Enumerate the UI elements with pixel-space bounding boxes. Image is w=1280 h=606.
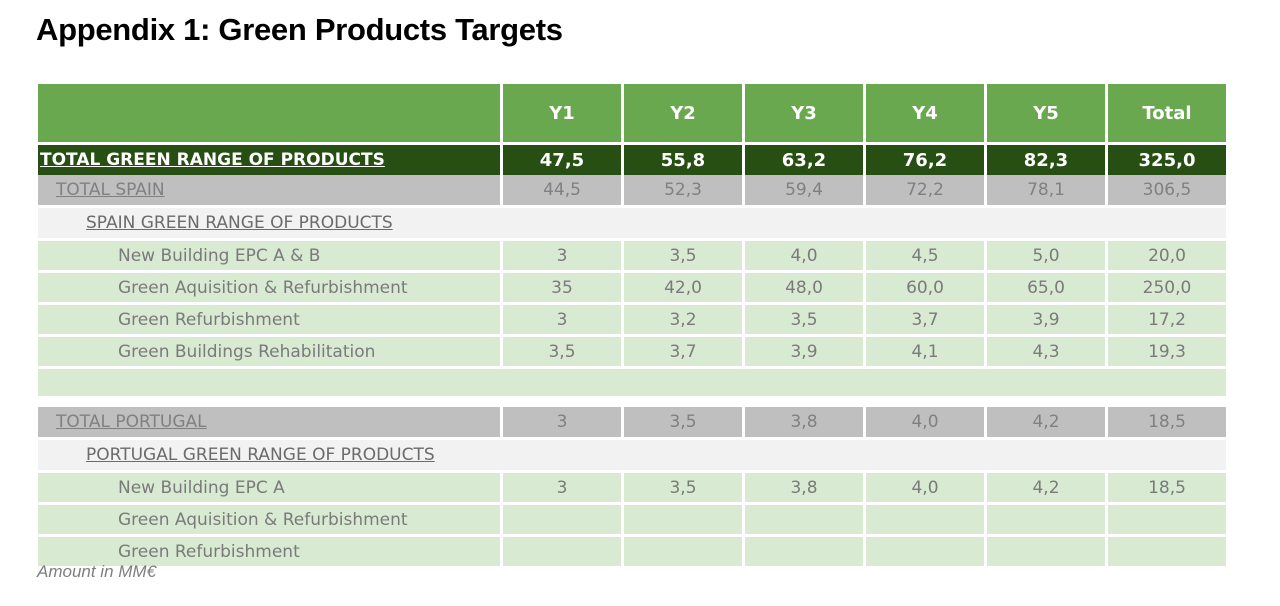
table-cell: 4,1	[866, 337, 984, 369]
spacer-cell	[38, 369, 1226, 399]
table-cell: 48,0	[745, 273, 863, 305]
table-row: Green Aquisition & Refurbishment	[38, 505, 1226, 537]
table-cell: 3,8	[745, 473, 863, 505]
gap-cell	[38, 399, 1226, 407]
table-cell	[503, 505, 621, 537]
table-cell: 42,0	[624, 273, 742, 305]
column-header-y2: Y2	[624, 84, 742, 145]
table-cell	[1108, 537, 1226, 569]
gap-row	[38, 399, 1226, 407]
table-cell: 19,3	[1108, 337, 1226, 369]
table-cell: 3	[503, 473, 621, 505]
table-cell	[866, 537, 984, 569]
grand-total-y1: 47,5	[503, 145, 621, 175]
portugal-total-y1: 3	[503, 407, 621, 440]
table-cell	[1108, 505, 1226, 537]
table-cell: 3,5	[624, 241, 742, 273]
grand-total-y3: 63,2	[745, 145, 863, 175]
grand-total-row: TOTAL GREEN RANGE OF PRODUCTS 47,5 55,8 …	[38, 145, 1226, 175]
row-label: Green Buildings Rehabilitation	[38, 337, 500, 369]
table-row: Green Buildings Rehabilitation 3,5 3,7 3…	[38, 337, 1226, 369]
row-label: Green Aquisition & Refurbishment	[38, 505, 500, 537]
table-cell: 4,2	[987, 473, 1105, 505]
column-header-y3: Y3	[745, 84, 863, 145]
spain-total-y3: 59,4	[745, 175, 863, 208]
portugal-section-label: PORTUGAL GREEN RANGE OF PRODUCTS	[38, 440, 1226, 473]
table-cell: 3,9	[745, 337, 863, 369]
table-cell	[624, 537, 742, 569]
header-row: Y1 Y2 Y3 Y4 Y5 Total	[38, 84, 1226, 145]
portugal-total-row: TOTAL PORTUGAL 3 3,5 3,8 4,0 4,2 18,5	[38, 407, 1226, 440]
table-cell: 3,5	[624, 473, 742, 505]
spain-total-row: TOTAL SPAIN 44,5 52,3 59,4 72,2 78,1 306…	[38, 175, 1226, 208]
targets-table: Y1 Y2 Y3 Y4 Y5 Total TOTAL GREEN RANGE O…	[35, 84, 1229, 569]
table-cell: 3,5	[503, 337, 621, 369]
grand-total-y5: 82,3	[987, 145, 1105, 175]
table-cell: 3,7	[624, 337, 742, 369]
portugal-total-y3: 3,8	[745, 407, 863, 440]
column-header-y1: Y1	[503, 84, 621, 145]
table-row: New Building EPC A 3 3,5 3,8 4,0 4,2 18,…	[38, 473, 1226, 505]
spain-section-row: SPAIN GREEN RANGE OF PRODUCTS	[38, 208, 1226, 241]
table-cell: 20,0	[1108, 241, 1226, 273]
column-header-total: Total	[1108, 84, 1226, 145]
spain-total-y2: 52,3	[624, 175, 742, 208]
table-cell	[745, 505, 863, 537]
table-cell: 3	[503, 241, 621, 273]
table-cell	[866, 505, 984, 537]
row-label: Green Refurbishment	[38, 537, 500, 569]
grand-total-label: TOTAL GREEN RANGE OF PRODUCTS	[38, 145, 500, 175]
table-cell	[624, 505, 742, 537]
row-label: Green Aquisition & Refurbishment	[38, 273, 500, 305]
row-label: New Building EPC A	[38, 473, 500, 505]
table-cell: 35	[503, 273, 621, 305]
page-title: Appendix 1: Green Products Targets	[36, 12, 563, 47]
column-header-y4: Y4	[866, 84, 984, 145]
table-cell	[987, 537, 1105, 569]
header-corner	[38, 84, 500, 145]
table-cell: 5,0	[987, 241, 1105, 273]
table-cell	[987, 505, 1105, 537]
table-row: Green Refurbishment 3 3,2 3,5 3,7 3,9 17…	[38, 305, 1226, 337]
portugal-total-y2: 3,5	[624, 407, 742, 440]
table-cell: 3,7	[866, 305, 984, 337]
column-header-y5: Y5	[987, 84, 1105, 145]
table-cell: 65,0	[987, 273, 1105, 305]
spain-total-total: 306,5	[1108, 175, 1226, 208]
spain-total-y5: 78,1	[987, 175, 1105, 208]
table-cell: 18,5	[1108, 473, 1226, 505]
table-cell: 3,9	[987, 305, 1105, 337]
table-cell	[745, 537, 863, 569]
table-cell: 4,5	[866, 241, 984, 273]
table-cell: 60,0	[866, 273, 984, 305]
portugal-total-y4: 4,0	[866, 407, 984, 440]
table-cell: 4,3	[987, 337, 1105, 369]
table-row: Green Aquisition & Refurbishment 35 42,0…	[38, 273, 1226, 305]
amount-note: Amount in MM€	[37, 562, 157, 581]
grand-total-y4: 76,2	[866, 145, 984, 175]
portugal-section-row: PORTUGAL GREEN RANGE OF PRODUCTS	[38, 440, 1226, 473]
table-cell: 3,2	[624, 305, 742, 337]
table-cell	[503, 537, 621, 569]
row-label: Green Refurbishment	[38, 305, 500, 337]
table-cell: 3,5	[745, 305, 863, 337]
table-cell: 250,0	[1108, 273, 1226, 305]
table-cell: 3	[503, 305, 621, 337]
row-label: New Building EPC A & B	[38, 241, 500, 273]
spain-total-label: TOTAL SPAIN	[38, 175, 500, 208]
table-cell: 4,0	[745, 241, 863, 273]
table-row: Green Refurbishment	[38, 537, 1226, 569]
spacer-row	[38, 369, 1226, 399]
table-cell: 17,2	[1108, 305, 1226, 337]
spain-section-label: SPAIN GREEN RANGE OF PRODUCTS	[38, 208, 1226, 241]
grand-total-total: 325,0	[1108, 145, 1226, 175]
table-row: New Building EPC A & B 3 3,5 4,0 4,5 5,0…	[38, 241, 1226, 273]
portugal-total-label: TOTAL PORTUGAL	[38, 407, 500, 440]
spain-total-y4: 72,2	[866, 175, 984, 208]
portugal-total-total: 18,5	[1108, 407, 1226, 440]
table-cell: 4,0	[866, 473, 984, 505]
portugal-total-y5: 4,2	[987, 407, 1105, 440]
grand-total-y2: 55,8	[624, 145, 742, 175]
spain-total-y1: 44,5	[503, 175, 621, 208]
